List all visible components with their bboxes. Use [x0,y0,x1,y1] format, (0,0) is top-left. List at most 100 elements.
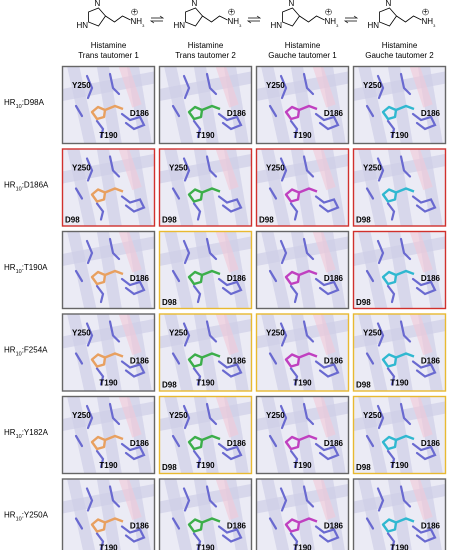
panel-border [352,230,447,310]
residue-label: D98 [356,216,371,225]
amine-sub: 3 [142,23,145,28]
helix [256,483,349,514]
side-chain [299,15,325,23]
residue-stick [217,360,243,378]
residue-stick [376,404,385,430]
residue-stick [182,322,191,347]
panel-art [353,148,446,227]
residue-label: Y250 [169,329,188,338]
amine-n: NH [228,17,240,26]
residue-stick [205,485,218,508]
helix [260,478,290,550]
residue-label: D186 [421,274,441,283]
residue-stick [182,74,191,100]
helix [193,313,219,392]
row-subscript: 10 [16,269,22,275]
residue-stick [192,119,202,139]
ligand [187,269,221,286]
residue-label: D98 [356,298,371,307]
residue-stick [365,434,375,448]
residue-label: D186 [130,274,150,283]
residue-label: Y250 [363,164,382,173]
residue-label: D186 [227,522,247,531]
residue-stick [217,277,243,296]
helix [312,478,336,521]
residue-label: Y250 [169,164,188,173]
helix [290,478,315,550]
ligand [90,187,124,203]
residue-label: D98 [65,216,80,225]
residue-stick [411,277,437,296]
helix [260,313,291,392]
residue-stick [120,525,146,543]
residue-stick [302,72,315,96]
residue-stick [376,157,385,182]
ligand [90,517,124,533]
row-label: HR10:D186A [4,181,49,193]
helix [159,483,252,514]
residue-label: T190 [99,131,118,140]
residue-stick [386,284,396,304]
helix [159,318,252,349]
helix [256,318,349,349]
row-prefix: HR [4,346,16,355]
row-label: HR10:Y250A [4,511,49,523]
ring-n: N [386,0,392,8]
helix [290,231,316,309]
ring-n: N [192,0,198,8]
residue-stick [95,449,105,469]
row-prefix: HR [4,263,16,272]
amine-sub: 3 [433,23,436,28]
panel-border [158,478,253,550]
charge-ring [325,8,332,16]
charge: + [132,7,137,16]
helix [260,148,291,227]
ligand [381,104,415,121]
panel-art [353,396,446,474]
helix [387,66,413,144]
residue-label: D186 [227,274,247,283]
residue-label: T190 [293,379,312,388]
residue-label: T190 [390,461,409,470]
helix [312,396,336,438]
row-prefix: HR [4,181,16,190]
residue-label: T190 [99,544,118,550]
panel-border [352,478,447,550]
helix [159,236,252,267]
panel-border [61,395,156,475]
structure: NHN NH3+ [368,0,437,30]
helix [409,313,433,356]
residue-stick [85,404,94,430]
residue-stick [302,485,315,508]
residue-stick [365,104,375,118]
panel: Y250 D186 T190 D98 [158,313,253,392]
helix [62,318,155,349]
residue-stick [217,442,243,461]
residue-stick [268,352,278,365]
row-label: HR10:Y182A [4,428,49,440]
row-mutation: :T190A [22,263,48,272]
panel: Y250 D186 T190 D98 [352,313,447,392]
panel-border [61,478,156,550]
row-label: HR10:D98A [4,98,45,110]
ligand [284,352,318,368]
residue-label: D186 [324,357,344,366]
residue-label: D186 [421,522,441,531]
ligand [381,517,415,533]
equilibrium-arrow [149,15,165,24]
residue-stick [279,74,288,100]
ligand [187,187,221,203]
residue-stick [302,320,315,343]
helix [163,231,194,309]
panel: D186 [255,230,350,310]
compound-name: Histamine [188,41,224,50]
amine-n: NH [131,17,143,26]
residue-stick [365,269,375,283]
panel-art [159,478,252,550]
helix [312,231,336,273]
residue-label: T190 [293,544,312,550]
charge: + [229,7,234,16]
imidazole-ring [185,7,204,27]
helix [96,478,121,550]
helix [357,231,388,309]
